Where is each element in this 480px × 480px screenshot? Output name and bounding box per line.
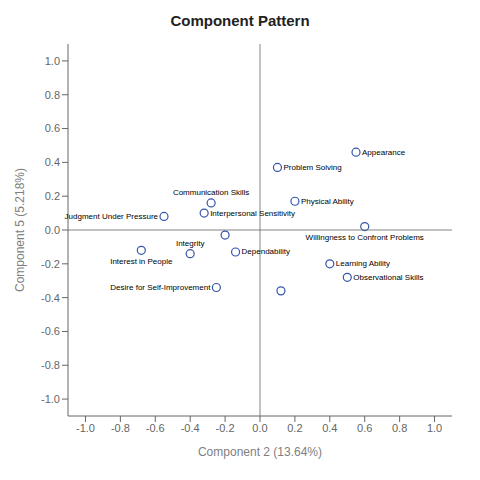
svg-text:-0.2: -0.2	[216, 422, 235, 434]
svg-text:-0.4: -0.4	[181, 422, 200, 434]
svg-text:-0.4: -0.4	[41, 292, 60, 304]
svg-text:0.2: 0.2	[45, 190, 60, 202]
svg-text:0.8: 0.8	[45, 89, 60, 101]
svg-text:-0.6: -0.6	[146, 422, 165, 434]
svg-text:0.0: 0.0	[252, 422, 267, 434]
svg-text:Judgment Under Pressure: Judgment Under Pressure	[65, 212, 159, 221]
svg-text:-0.2: -0.2	[41, 258, 60, 270]
svg-text:Willingness to Confront Proble: Willingness to Confront Problems	[306, 233, 424, 242]
svg-text:Observational Skills: Observational Skills	[353, 273, 423, 282]
html-text:Component Pattern: Component Pattern	[170, 12, 310, 29]
svg-text:Component 2 (13.64%): Component 2 (13.64%)	[198, 445, 322, 459]
svg-text:Interpersonal Sensitivity: Interpersonal Sensitivity	[210, 209, 295, 218]
svg-text:Problem Solving: Problem Solving	[283, 163, 341, 172]
svg-text:-1.0: -1.0	[41, 393, 60, 405]
svg-text:Desire for Self-Improvement: Desire for Self-Improvement	[110, 283, 211, 292]
svg-text:Physical Ability: Physical Ability	[301, 197, 354, 206]
svg-text:Appearance: Appearance	[362, 148, 406, 157]
svg-text:0.8: 0.8	[392, 422, 407, 434]
svg-text:-1.0: -1.0	[76, 422, 95, 434]
svg-text:0.0: 0.0	[45, 224, 60, 236]
svg-text:0.6: 0.6	[357, 422, 372, 434]
svg-text:0.6: 0.6	[45, 122, 60, 134]
svg-text:-0.8: -0.8	[111, 422, 130, 434]
svg-text:Integrity: Integrity	[176, 239, 204, 248]
svg-text:1.0: 1.0	[45, 55, 60, 67]
svg-text:-0.8: -0.8	[41, 359, 60, 371]
svg-text:0.4: 0.4	[45, 156, 60, 168]
svg-text:0.4: 0.4	[322, 422, 337, 434]
svg-text:Component 5 (5.218%): Component 5 (5.218%)	[13, 168, 27, 292]
svg-text:-0.6: -0.6	[41, 325, 60, 337]
svg-text:Dependability: Dependability	[242, 247, 290, 256]
svg-text:0.2: 0.2	[287, 422, 302, 434]
svg-text:Interest in People: Interest in People	[110, 257, 173, 266]
svg-text:Learning Ability: Learning Ability	[336, 259, 390, 268]
svg-text:1.0: 1.0	[427, 422, 442, 434]
svg-text:Communication Skills: Communication Skills	[173, 188, 249, 197]
